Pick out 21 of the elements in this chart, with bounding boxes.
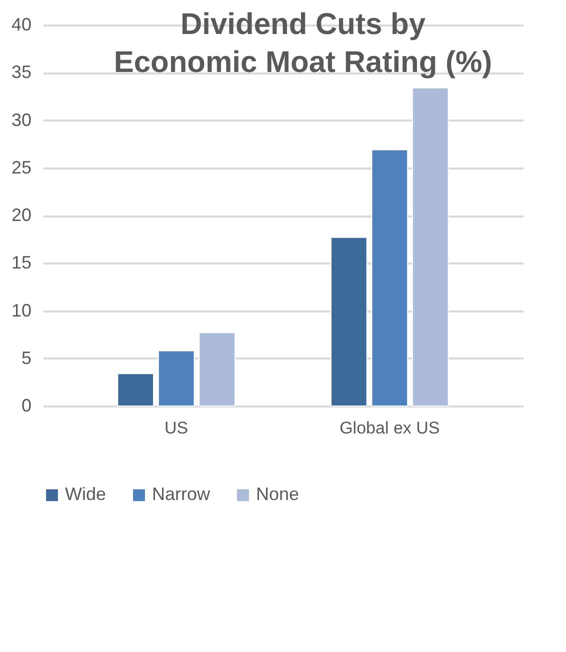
bar: [371, 149, 408, 406]
y-tick-label: 10: [11, 300, 32, 320]
bar: [198, 332, 236, 406]
y-tick-label: 0: [21, 396, 32, 416]
y-tick-label: 30: [11, 110, 32, 130]
chart-title: Dividend Cuts by Economic Moat Rating (%): [114, 8, 492, 79]
x-tick-label: Global ex US: [340, 418, 440, 438]
y-tick-label: 20: [11, 205, 32, 225]
legend-label: Narrow: [152, 484, 212, 504]
y-tick-label: 15: [11, 252, 32, 273]
bar: [117, 373, 154, 406]
bar: [330, 236, 368, 406]
bar: [412, 87, 449, 406]
y-tick-label: 40: [11, 14, 32, 34]
y-tick-label: 5: [21, 348, 32, 368]
y-tick-label: 25: [11, 157, 32, 178]
x-tick-label: US: [164, 418, 188, 438]
legend-label: None: [256, 484, 300, 504]
legend-label: Wide: [65, 484, 106, 504]
bar: [158, 350, 195, 406]
y-tick-label: 35: [11, 62, 32, 82]
